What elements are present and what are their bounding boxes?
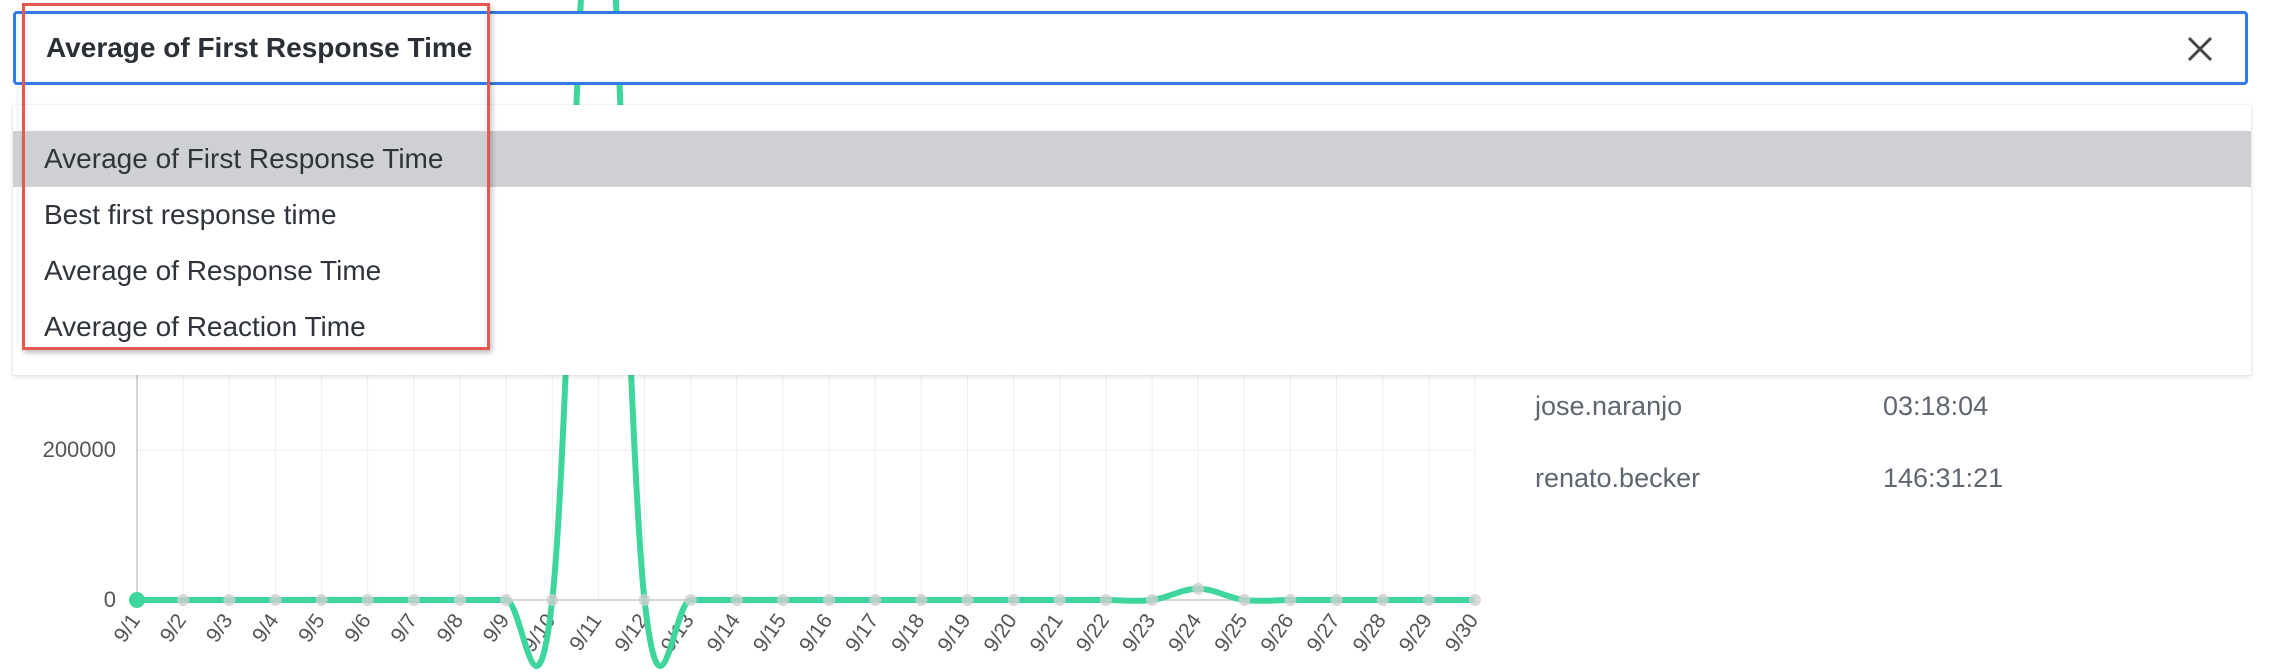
x-tick-label: 9/25	[1210, 610, 1252, 657]
x-tick-label: 9/16	[795, 610, 837, 657]
data-point	[269, 594, 282, 606]
x-tick-label: 9/4	[248, 609, 284, 646]
x-tick-label: 9/24	[1164, 609, 1206, 656]
data-point	[1469, 594, 1481, 606]
x-tick-label: 9/27	[1302, 610, 1344, 657]
x-tick-label: 9/8	[432, 610, 468, 647]
data-point	[1284, 594, 1297, 606]
x-tick-label: 9/20	[979, 610, 1021, 657]
x-tick-label: 9/3	[202, 610, 238, 647]
data-point	[1053, 594, 1066, 606]
agent-name: renato.becker	[1535, 462, 1701, 493]
x-tick-label: 9/1	[110, 610, 146, 647]
data-point	[1192, 582, 1205, 595]
data-point	[1330, 594, 1343, 606]
x-tick-label: 9/7	[386, 610, 422, 647]
option-label: Average of Reaction Time	[44, 311, 366, 342]
y-tick-label: 200000	[43, 437, 116, 462]
data-point	[776, 594, 789, 606]
data-point	[129, 592, 145, 608]
option-average-response-time[interactable]: Average of Response Time	[13, 243, 2251, 299]
data-point	[823, 594, 836, 606]
x-tick-label: 9/21	[1026, 610, 1068, 657]
x-tick-label: 9/30	[1441, 610, 1483, 657]
data-point	[638, 594, 651, 606]
agent-row: renato.becker 146:31:21	[1535, 442, 2235, 514]
x-tick-label: 9/5	[294, 610, 330, 647]
x-tick-label: 9/15	[749, 610, 791, 657]
option-average-reaction-time[interactable]: Average of Reaction Time	[13, 299, 2251, 355]
data-point	[869, 594, 882, 606]
data-point	[453, 594, 466, 606]
x-tick-label: 9/19	[933, 610, 975, 657]
data-point	[1146, 594, 1159, 606]
metric-select[interactable]: Average of First Response Time	[13, 11, 2248, 85]
data-point	[223, 594, 236, 606]
x-tick-label: 9/17	[841, 610, 883, 657]
data-point	[915, 594, 928, 606]
x-tick-label: 9/22	[1072, 610, 1114, 657]
data-point	[315, 594, 328, 606]
agent-list: jose.naranjo 03:18:04 renato.becker 146:…	[1535, 370, 2235, 514]
data-point	[1099, 594, 1112, 606]
data-point	[1007, 594, 1020, 606]
x-tick-label: 9/23	[1118, 610, 1160, 657]
x-tick-label: 9/26	[1256, 610, 1298, 657]
data-point	[500, 594, 513, 606]
data-point	[407, 594, 420, 606]
agent-row: jose.naranjo 03:18:04	[1535, 370, 2235, 442]
x-tick-label: 9/29	[1395, 610, 1437, 657]
data-point	[1376, 594, 1389, 606]
option-best-first-response-time[interactable]: Best first response time	[13, 187, 2251, 243]
agent-value: 146:31:21	[1883, 462, 2004, 493]
x-tick-label: 9/9	[479, 610, 515, 647]
close-icon[interactable]	[2185, 34, 2215, 64]
data-point	[177, 594, 190, 606]
metric-select-value: Average of First Response Time	[46, 32, 473, 63]
data-point	[684, 594, 697, 606]
agent-value: 03:18:04	[1883, 390, 1989, 421]
y-tick-label: 0	[104, 587, 116, 612]
x-tick-label: 9/18	[887, 610, 929, 657]
data-point	[961, 594, 974, 606]
x-tick-label: 9/11	[565, 610, 606, 655]
x-tick-label: 9/14	[703, 609, 745, 656]
data-point	[546, 594, 559, 606]
option-average-first-response-time[interactable]: Average of First Response Time	[13, 131, 2251, 187]
highlight-annotation	[22, 3, 490, 350]
metric-dropdown-menu: Average of First Response Time Best firs…	[13, 105, 2251, 375]
option-label: Average of First Response Time	[44, 143, 444, 174]
option-label: Average of Response Time	[44, 255, 382, 286]
data-point	[1238, 594, 1251, 606]
data-point	[730, 594, 743, 606]
x-tick-label: 9/6	[340, 610, 376, 647]
x-tick-label: 9/2	[156, 610, 192, 647]
option-label: Best first response time	[44, 199, 337, 230]
data-point	[1422, 594, 1435, 606]
agent-name: jose.naranjo	[1535, 390, 1683, 421]
data-point	[361, 594, 374, 606]
x-tick-label: 9/28	[1349, 610, 1391, 657]
